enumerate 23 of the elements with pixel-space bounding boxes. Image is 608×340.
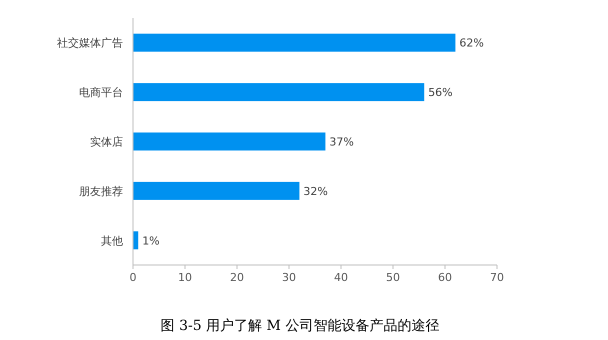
data-label: 1% [142,234,160,248]
data-label: 37% [329,136,354,148]
x-tick-label: 60 [438,271,452,284]
y-tick-label: 朋友推荐 [79,184,123,198]
x-tick-label: 0 [130,271,136,284]
bar [133,34,456,52]
x-tick-label: 10 [178,271,192,284]
data-label: 56% [428,86,453,100]
bar [133,132,326,150]
x-tick-label: 20 [230,271,244,284]
y-tick-label: 实体店 [90,136,123,148]
x-tick-label: 30 [282,271,296,284]
y-tick-label: 社交媒体广告 [57,36,123,50]
x-tick-label: 70 [490,271,504,284]
bar [133,83,424,102]
bar [133,182,300,200]
y-tick-label: 其他 [101,234,123,248]
x-tick-label: 40 [334,271,348,284]
data-label: 62% [459,36,484,50]
data-label: 32% [303,184,328,198]
x-tick-label: 50 [386,271,400,284]
caption: 图 3-5 用户了解 M 公司智能设备产品的途径 [160,318,440,334]
y-tick-label: 电商平台 [79,86,123,100]
